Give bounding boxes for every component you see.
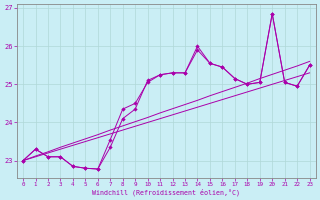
X-axis label: Windchill (Refroidissement éolien,°C): Windchill (Refroidissement éolien,°C) — [92, 188, 240, 196]
